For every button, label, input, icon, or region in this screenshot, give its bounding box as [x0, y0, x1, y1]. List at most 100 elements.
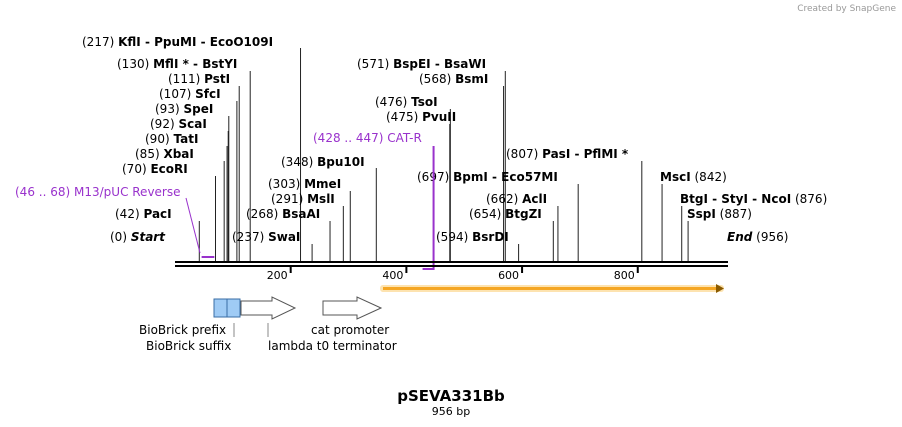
enzyme-site-label[interactable]: (476) TsoI — [375, 95, 438, 109]
primer-cat-r[interactable]: (428 .. 447) CAT-R — [313, 131, 435, 270]
enzyme-position: (90) — [145, 132, 170, 146]
enzyme-site-label[interactable]: (92) ScaI — [150, 117, 207, 131]
snapgene-credit: Created by SnapGene — [797, 4, 896, 14]
enzyme-site-label[interactable]: (568) BsmI — [419, 72, 488, 86]
enzyme-position: (107) — [159, 87, 191, 101]
enzyme-name: ScaI — [178, 117, 206, 131]
enzyme-site-label[interactable]: (348) Bpu10I — [281, 155, 365, 169]
enzyme-site-label[interactable]: (697) BpmI - Eco57MI — [417, 170, 558, 184]
ruler-tick-label: 800 — [614, 269, 635, 282]
enzyme-name: BspEI — [393, 57, 431, 71]
enzyme-position: (842) — [695, 170, 727, 184]
enzyme-position: (876) — [795, 192, 827, 206]
enzyme-name: XbaI — [163, 147, 193, 161]
enzyme-position: (85) — [135, 147, 160, 161]
orf-arrow[interactable] — [380, 284, 724, 293]
primer-leader — [185, 197, 201, 254]
enzyme-name: TsoI — [411, 95, 437, 109]
end-name: End — [727, 230, 753, 244]
enzyme-site-label[interactable]: (475) PvuII — [386, 110, 456, 124]
enzyme-position: (92) — [150, 117, 175, 131]
end-position: (956) — [756, 230, 788, 244]
enzyme-site-label[interactable]: BtgI - StyI - NcoI (876) — [680, 192, 827, 206]
enzyme-position: (476) — [375, 95, 407, 109]
biobrick-suffix-box[interactable] — [226, 298, 241, 318]
enzyme-site-label[interactable]: (291) MslI — [271, 192, 335, 206]
enzyme-site-label[interactable]: (807) PasI - PflMI * — [506, 147, 629, 161]
enzyme-position: (887) — [720, 207, 752, 221]
enzyme-site-label[interactable]: (90) TatI — [145, 132, 198, 146]
enzyme-site-label[interactable]: (662) AclI — [486, 192, 547, 206]
enzyme-name: BpmI — [453, 170, 488, 184]
biobrick-prefix-box[interactable] — [213, 298, 228, 318]
enzyme-site-label[interactable]: MscI (842) — [660, 170, 727, 184]
enzyme-name: PvuII — [422, 110, 456, 124]
enzyme-site-label[interactable]: (268) BsaAI — [246, 207, 320, 221]
ruler-tick-label: 400 — [382, 269, 403, 282]
enzyme-position: (594) — [436, 230, 468, 244]
enzyme-position: (571) — [357, 57, 389, 71]
start-name: Start — [131, 230, 166, 244]
enzyme-name: SpeI — [183, 102, 213, 116]
enzyme-name: - BstYI — [189, 57, 238, 71]
primer-name: M13/pUC Reverse — [74, 185, 181, 199]
enzyme-name: Bpu10I — [317, 155, 364, 169]
enzyme-site-label[interactable]: (594) BsrDI — [436, 230, 509, 244]
enzyme-position: (111) — [168, 72, 200, 86]
primer-bar — [422, 146, 435, 270]
enzyme-site-label[interactable]: SspI (887) — [687, 207, 752, 221]
enzyme-site-label[interactable]: (70) EcoRI — [122, 162, 188, 176]
enzyme-position: (237) — [232, 230, 264, 244]
enzyme-site-label[interactable]: (107) SfcI — [159, 87, 221, 101]
enzyme-name: MscI — [660, 170, 691, 184]
enzyme-site-label[interactable]: (654) BtgZI — [469, 207, 542, 221]
enzyme-name: PasI — [542, 147, 570, 161]
enzyme-position: (807) — [506, 147, 538, 161]
enzyme-name: TatI — [173, 132, 198, 146]
ruler-tick-label: 600 — [498, 269, 519, 282]
enzyme-position: (475) — [386, 110, 418, 124]
enzyme-site-label[interactable]: (303) MmeI — [268, 177, 341, 191]
enzyme-name: MslI — [307, 192, 335, 206]
plasmid-name: pSEVA331Bb — [397, 387, 505, 405]
enzyme-site-label[interactable]: (237) SwaI — [232, 230, 300, 244]
lambda-t0-terminator-arrow[interactable] — [240, 296, 297, 320]
enzyme-name: - PpuMI — [141, 35, 197, 49]
enzyme-position: (291) — [271, 192, 303, 206]
enzyme-site-label[interactable]: (217) KflI - PpuMI - EcoO109I — [82, 35, 273, 49]
enzyme-name: - BsaWI — [431, 57, 486, 71]
start-label: (0) Start — [110, 230, 166, 244]
primer-m13-puc-reverse[interactable]: (46 .. 68) M13/pUC Reverse — [15, 185, 215, 258]
enzyme-site-label[interactable]: (571) BspEI - BsaWI — [357, 57, 486, 71]
enzyme-name: PacI — [143, 207, 171, 221]
enzyme-position: (348) — [281, 155, 313, 169]
cat-promoter-arrow[interactable] — [322, 296, 383, 320]
enzyme-site-label[interactable]: (42) PacI — [115, 207, 172, 221]
start-position: (0) — [110, 230, 127, 244]
enzyme-position: (654) — [469, 207, 501, 221]
enzyme-name: BsaAI — [282, 207, 320, 221]
feature-label-lambda-t0-terminator: lambda t0 terminator — [268, 339, 397, 353]
enzyme-name: - StyI — [708, 192, 748, 206]
enzyme-name: - Eco57MI — [488, 170, 558, 184]
enzyme-name: PstI — [204, 72, 230, 86]
ruler: 200 400 600 800 — [267, 266, 639, 282]
enzyme-site-label[interactable]: (130) MflI * - BstYI — [117, 57, 237, 71]
enzyme-position: (662) — [486, 192, 518, 206]
enzyme-name: BsmI — [455, 72, 488, 86]
enzyme-name: SspI — [687, 207, 716, 221]
enzyme-site-label[interactable]: (111) PstI — [168, 72, 230, 86]
enzyme-name: MmeI — [304, 177, 341, 191]
enzyme-site-label[interactable]: (93) SpeI — [155, 102, 213, 116]
svg-text:(0) Start: (0) Start — [110, 230, 166, 244]
enzyme-name: - EcoO109I — [196, 35, 273, 49]
enzyme-position: (42) — [115, 207, 140, 221]
enzyme-name: BsrDI — [472, 230, 509, 244]
enzyme-name: EcoRI — [150, 162, 187, 176]
enzyme-position: (93) — [155, 102, 180, 116]
enzyme-name: SwaI — [268, 230, 300, 244]
enzyme-site-label[interactable]: (85) XbaI — [135, 147, 194, 161]
enzyme-labels: (217) KflI - PpuMI - EcoO109I (130) MflI … — [82, 35, 827, 244]
svg-text:(428 .. 447) CAT-R: (428 .. 447) CAT-R — [313, 131, 422, 145]
